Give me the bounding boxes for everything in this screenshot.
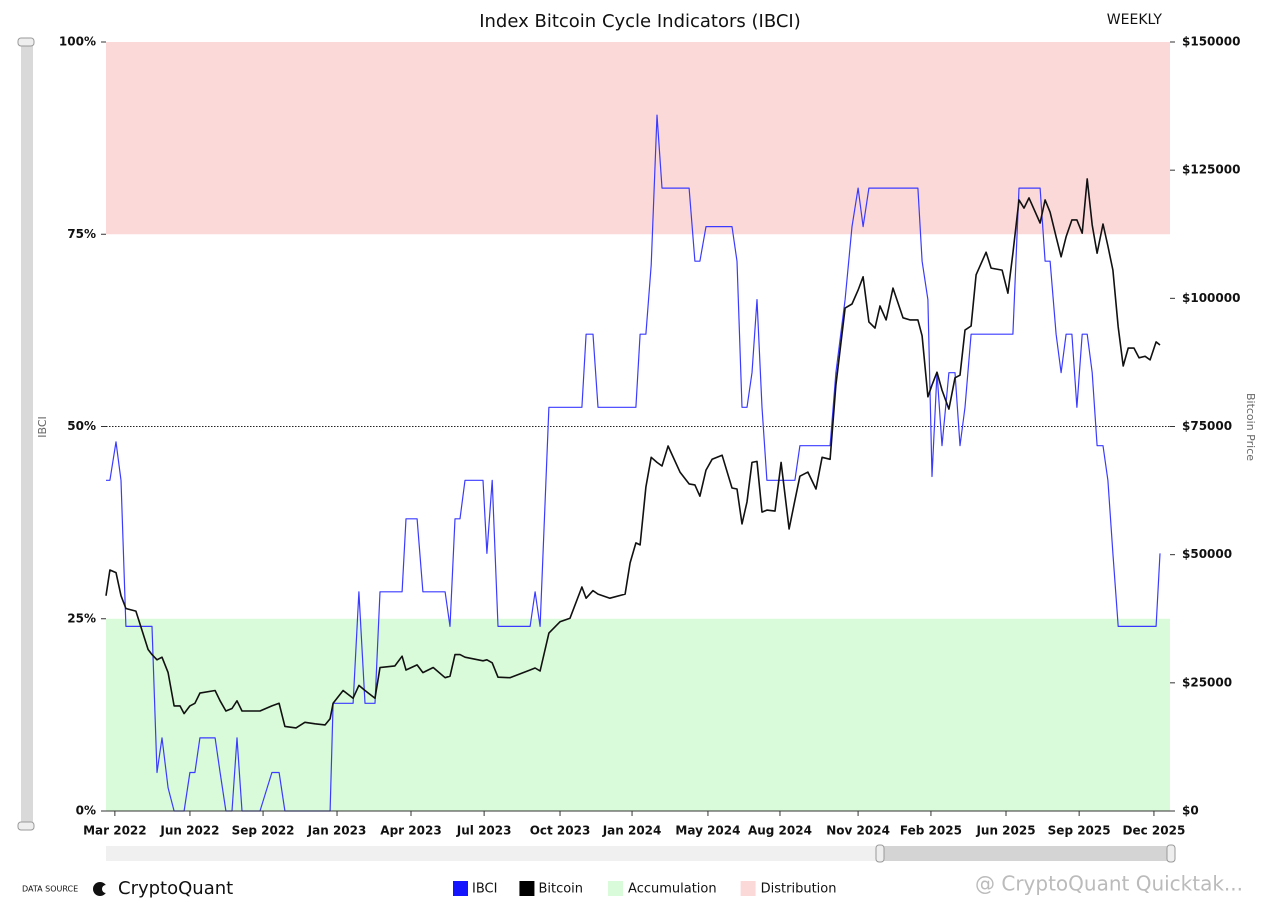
legend-swatch bbox=[453, 881, 468, 896]
watermark: @ CryptoQuant Quicktak... bbox=[975, 872, 1243, 896]
x-tick-label: May 2024 bbox=[675, 824, 740, 838]
legend-swatch bbox=[519, 881, 535, 896]
x-tick-label: Jun 2025 bbox=[975, 824, 1035, 838]
y-tick-label: 50% bbox=[67, 419, 96, 433]
y2-tick-label: $150000 bbox=[1182, 35, 1240, 49]
chart-title: Index Bitcoin Cycle Indicators (IBCI) bbox=[479, 11, 801, 32]
legend-label: Accumulation bbox=[628, 882, 717, 897]
scroll-handle[interactable] bbox=[875, 844, 885, 863]
y2-tick-label: $25000 bbox=[1182, 675, 1232, 689]
y2-tick-label: $125000 bbox=[1182, 163, 1240, 177]
x-tick-label: Jul 2023 bbox=[456, 824, 512, 838]
series-line bbox=[106, 114, 1161, 812]
y-axis-label: IBCI bbox=[36, 416, 49, 438]
y2-axis-label: Bitcoin Price bbox=[1244, 393, 1257, 461]
x-tick-label: Jun 2022 bbox=[159, 824, 219, 838]
legend-label: IBCI bbox=[472, 882, 497, 897]
scroll-handle[interactable] bbox=[1166, 844, 1176, 863]
legend-swatch bbox=[608, 881, 624, 896]
source-prefix: DATA SOURCE bbox=[22, 885, 78, 894]
x-tick-label: Sep 2022 bbox=[232, 824, 295, 838]
x-tick-label: Feb 2025 bbox=[900, 824, 962, 838]
zone bbox=[106, 618, 1170, 811]
zone bbox=[106, 42, 1170, 235]
legend-label: Bitcoin bbox=[538, 882, 583, 897]
y-tick-label: 100% bbox=[59, 35, 96, 49]
scroll-handle[interactable] bbox=[17, 821, 35, 831]
x-tick-label: Jan 2023 bbox=[307, 824, 367, 838]
x-tick-label: Oct 2023 bbox=[530, 824, 591, 838]
legend-label: Distribution bbox=[761, 882, 837, 897]
vertical-scrollbar[interactable] bbox=[21, 42, 33, 826]
y2-tick-label: $0 bbox=[1182, 804, 1199, 818]
y-tick-label: 75% bbox=[67, 227, 96, 241]
scroll-range[interactable] bbox=[880, 846, 1170, 861]
x-tick-label: Dec 2025 bbox=[1123, 824, 1186, 838]
series-line bbox=[105, 178, 1161, 729]
source-logo bbox=[93, 882, 110, 896]
legend-swatch bbox=[740, 881, 756, 896]
y2-tick-label: $75000 bbox=[1182, 419, 1232, 433]
plot-area bbox=[105, 42, 1170, 812]
y2-tick-label: $100000 bbox=[1182, 291, 1240, 305]
x-tick-label: Mar 2022 bbox=[83, 824, 147, 838]
x-tick-label: Nov 2024 bbox=[826, 824, 890, 838]
scroll-handle[interactable] bbox=[17, 37, 35, 47]
legend: IBCI Bitcoin Accumulation Distribution bbox=[453, 881, 836, 897]
x-tick-label: Sep 2025 bbox=[1048, 824, 1111, 838]
frequency: WEEKLY bbox=[1107, 12, 1163, 28]
y-tick-label: 0% bbox=[76, 804, 96, 818]
y-tick-label: 25% bbox=[67, 611, 96, 625]
y2-tick-label: $50000 bbox=[1182, 547, 1232, 561]
source: CryptoQuant bbox=[118, 878, 233, 899]
x-tick-label: Jan 2024 bbox=[602, 824, 662, 838]
x-tick-label: Aug 2024 bbox=[748, 824, 812, 838]
x-tick-label: Apr 2023 bbox=[380, 824, 441, 838]
